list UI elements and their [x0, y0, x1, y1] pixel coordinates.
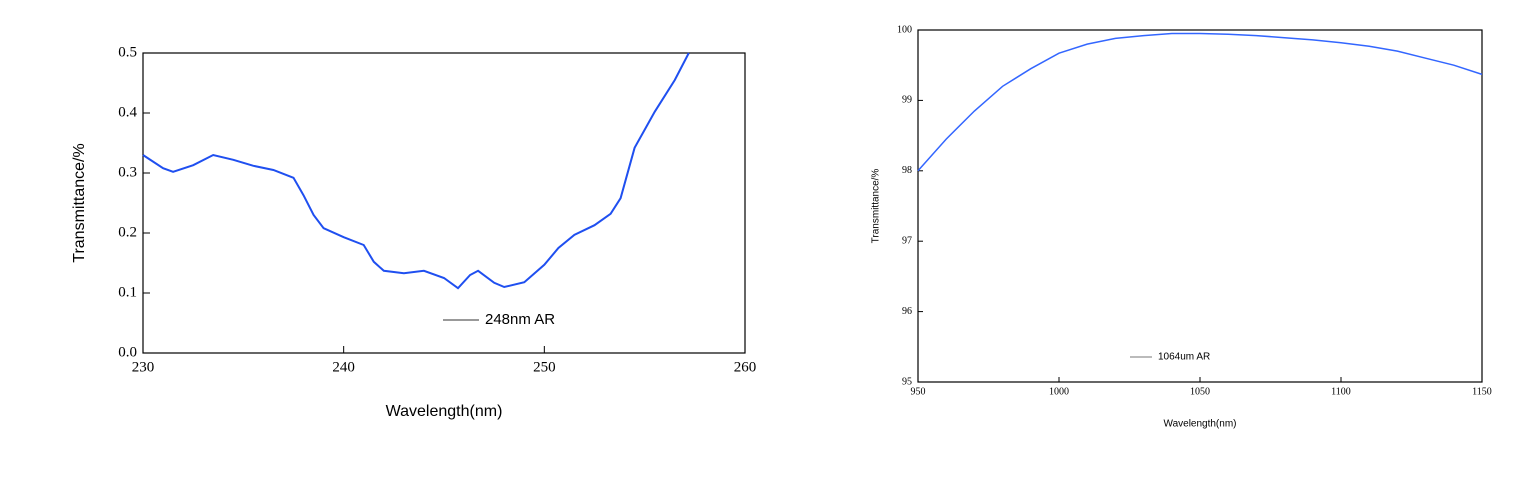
x-axis-label: Wavelength(nm) — [386, 403, 503, 420]
x-tick-label: 1100 — [1331, 386, 1351, 397]
x-tick-label: 250 — [533, 359, 556, 375]
x-tick-label: 260 — [734, 359, 757, 375]
y-tick-label: 0.1 — [118, 284, 137, 300]
y-tick-label: 97 — [902, 235, 912, 246]
x-tick-label: 950 — [911, 386, 926, 397]
y-tick-label: 95 — [902, 376, 912, 387]
x-axis-label: Wavelength(nm) — [1164, 419, 1237, 430]
x-tick-label: 1150 — [1472, 386, 1492, 397]
data-line — [917, 32, 1483, 172]
y-axis-label: Transmittance/% — [871, 169, 882, 244]
legend-label: 1064um AR — [1158, 352, 1210, 363]
y-tick-label: 100 — [897, 24, 912, 35]
y-axis-label: Transmittance/% — [71, 143, 88, 262]
y-tick-label: 96 — [902, 306, 912, 317]
y-tick-label: 99 — [902, 95, 912, 106]
x-tick-label: 230 — [132, 359, 155, 375]
y-tick-label: 0.5 — [118, 44, 137, 60]
y-tick-label: 0.4 — [118, 104, 137, 120]
legend-label: 248nm AR — [485, 311, 555, 328]
plot-frame — [142, 52, 746, 354]
y-tick-label: 0.0 — [118, 344, 137, 360]
plot-frame — [917, 29, 1483, 383]
y-tick-label: 0.3 — [118, 164, 137, 180]
x-tick-label: 1050 — [1190, 386, 1210, 397]
data-line — [142, 52, 690, 290]
y-tick-label: 0.2 — [118, 224, 137, 240]
x-tick-label: 1000 — [1049, 386, 1069, 397]
x-tick-label: 240 — [332, 359, 355, 375]
y-tick-label: 98 — [902, 165, 912, 176]
